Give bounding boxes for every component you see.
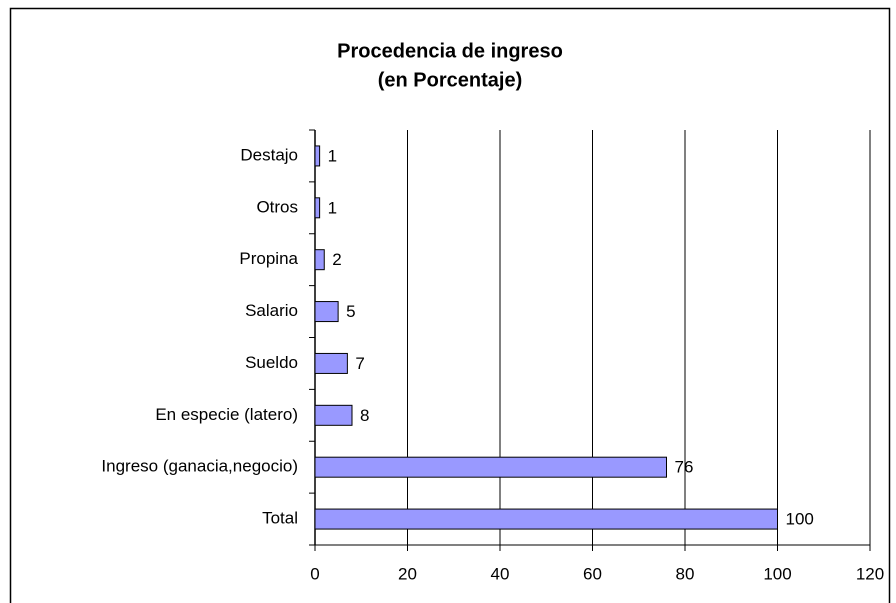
x-tick-label: 20 [398, 564, 417, 583]
chart-subtitle: (en Porcentaje) [378, 69, 522, 91]
bar [314, 301, 339, 323]
x-tick-label: 40 [491, 564, 510, 583]
y-tick-label: Propina [239, 249, 298, 268]
x-tick-label: 120 [856, 564, 884, 583]
y-tick-label: Sueldo [245, 353, 298, 372]
data-label: 7 [355, 354, 364, 373]
data-label: 8 [360, 406, 369, 425]
data-label: 1 [328, 198, 337, 217]
bar [314, 404, 353, 426]
data-label: 5 [346, 302, 355, 321]
bar [314, 456, 667, 478]
x-tick-label: 60 [583, 564, 602, 583]
y-tick-label: Salario [245, 301, 298, 320]
y-tick-label: Total [262, 509, 298, 528]
bar [314, 197, 321, 219]
y-tick-label: Destajo [240, 145, 298, 164]
bar [314, 352, 348, 374]
bar [314, 249, 325, 271]
y-tick-label: Ingreso (ganacia,negocio) [101, 457, 298, 476]
chart-border [9, 7, 891, 603]
data-label: 2 [332, 250, 341, 269]
bar [314, 508, 778, 530]
x-tick-label: 80 [676, 564, 695, 583]
x-tick-label: 100 [763, 564, 791, 583]
data-label: 76 [675, 458, 694, 477]
y-tick-label: En especie (latero) [155, 405, 298, 424]
chart-title: Procedencia de ingreso [337, 40, 563, 62]
y-tick-label: Otros [256, 197, 298, 216]
x-tick-label: 0 [310, 564, 319, 583]
data-label: 1 [328, 146, 337, 165]
data-label: 100 [786, 510, 814, 529]
bar [314, 145, 321, 167]
